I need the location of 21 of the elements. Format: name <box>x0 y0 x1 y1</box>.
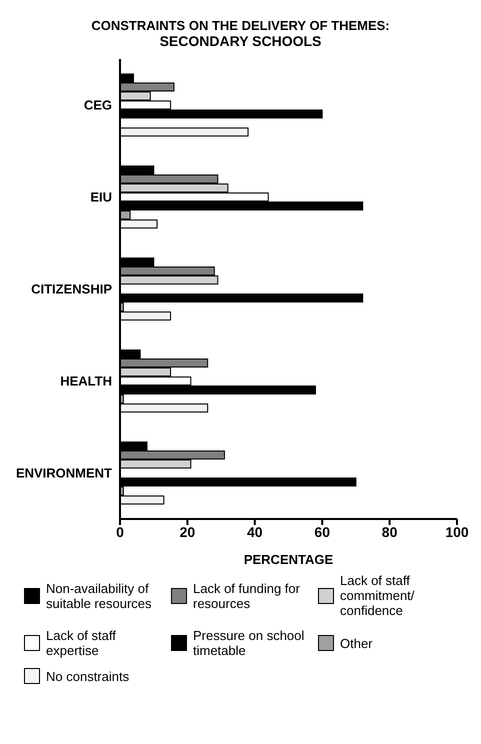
y-tick-label: CEG <box>84 98 112 113</box>
y-tick-label: HEALTH <box>60 374 112 389</box>
chart-title: CONSTRAINTS ON THE DELIVERY OF THEMES: <box>90 18 391 33</box>
legend-label: No constraints <box>46 668 130 684</box>
y-tick-label: ENVIRONMENT <box>16 466 112 481</box>
x-tick-label: 100 <box>445 524 469 540</box>
legend-label: Non-availability of suitable resources <box>46 580 152 610</box>
legend-label: Other <box>340 636 373 650</box>
x-axis-title: PERCENTAGE <box>244 552 334 567</box>
x-tick-label: 20 <box>180 524 196 540</box>
y-tick-label: CITIZENSHIP <box>31 282 112 297</box>
legend-label: Pressure on school timetable <box>193 628 306 658</box>
x-tick-label: 60 <box>314 524 330 540</box>
chart-subtitle: SECONDARY SCHOOLS <box>158 33 322 49</box>
x-tick-label: 0 <box>116 524 124 540</box>
x-tick-label: 80 <box>382 524 398 540</box>
legend-label: Lack of staff expertise <box>46 628 117 658</box>
legend-label: Lack of funding for resources <box>193 580 301 610</box>
legend-label: Lack of staff commitment/ confidence <box>340 573 416 618</box>
x-tick-label: 40 <box>247 524 263 540</box>
y-tick-label: EIU <box>90 190 112 205</box>
